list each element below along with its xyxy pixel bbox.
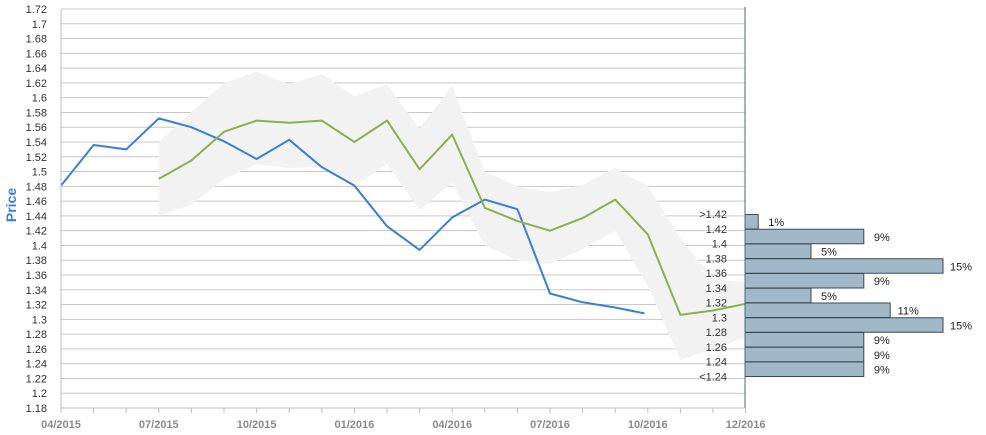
y-tick-label: 1.38	[26, 255, 47, 267]
y-tick-label: 1.26	[26, 344, 47, 356]
y-tick-label: 1.54	[26, 137, 47, 149]
x-tick-label: 04/2016	[432, 419, 472, 431]
y-tick-label: 1.66	[26, 48, 47, 60]
distribution-bar	[744, 317, 944, 333]
y-tick-label: 1.5	[32, 167, 47, 179]
y-tick-label: 1.56	[26, 122, 47, 134]
y-tick-label: 1.24	[26, 359, 47, 371]
distribution-percent-label: 1%	[768, 217, 784, 229]
distribution-percent-label: 9%	[874, 335, 890, 347]
x-tick-label: 10/2015	[237, 419, 277, 431]
distribution-bin-label: 1.26	[706, 342, 727, 354]
x-tick-label: 07/2016	[530, 419, 570, 431]
y-tick-label: 1.36	[26, 270, 47, 282]
y-tick-label: 1.3	[32, 314, 47, 326]
distribution-bar	[744, 332, 865, 348]
series-line-forecast	[158, 119, 746, 316]
confidence-band	[158, 71, 746, 361]
confidence-band-layer	[158, 71, 746, 361]
x-tick-label: 12/2016	[726, 419, 766, 431]
distribution-bar	[744, 273, 865, 289]
distribution-percent-label: 15%	[950, 320, 972, 332]
distribution-bin-label: 1.3	[712, 312, 727, 324]
distribution-bin-label: 1.24	[706, 357, 727, 369]
y-tick-label: 1.44	[26, 211, 47, 223]
axis-layer: 1.72 1.7 1.68 1.66 1.64 1.62 1.6 1.58 1.56 1.54 1.…	[26, 4, 766, 431]
series-line-actual	[60, 117, 645, 315]
distribution-bin-label: 1.34	[706, 283, 727, 295]
distribution-bin-label: >1.42	[699, 209, 727, 221]
y-tick-label: 1.22	[26, 373, 47, 385]
distribution-percent-label: 9%	[874, 365, 890, 377]
y-tick-label: 1.28	[26, 329, 47, 341]
x-tick-label: 07/2015	[139, 419, 179, 431]
x-tick-label: 10/2016	[628, 419, 668, 431]
distribution-percent-label: 11%	[898, 306, 919, 318]
distribution-bar	[744, 228, 865, 245]
distribution-bar	[744, 214, 759, 230]
distribution-bar	[744, 243, 812, 259]
distribution-bin-label: 1.32	[706, 298, 727, 310]
distribution-bar	[744, 302, 891, 318]
distribution-percent-label: 9%	[874, 232, 890, 244]
y-tick-label: 1.32	[26, 300, 47, 312]
distribution-bar	[744, 346, 865, 363]
distribution-layer: >1.42 1% 1.42 9% 1.4 5% 1.38 15% 1.36 9% 1.34 5% 1.3…	[699, 209, 972, 383]
x-tick-label: 01/2016	[335, 419, 375, 431]
y-tick-label: 1.18	[26, 403, 47, 415]
y-tick-label: 1.2	[32, 388, 47, 400]
y-tick-label: 1.58	[26, 107, 47, 119]
y-tick-label: 1.7	[32, 19, 47, 31]
distribution-percent-label: 5%	[821, 291, 837, 303]
y-tick-label: 1.62	[26, 78, 47, 90]
y-tick-label: 1.48	[26, 181, 47, 193]
distribution-bin-label: 1.36	[706, 268, 727, 280]
y-tick-label: 1.6	[32, 93, 47, 105]
y-tick-label: 1.46	[26, 196, 47, 208]
series-layer	[60, 117, 746, 316]
distribution-bin-label: 1.28	[706, 327, 727, 339]
distribution-bin-label: 1.4	[712, 239, 727, 251]
y-axis-title: Price	[3, 188, 19, 222]
y-tick-label: 1.34	[26, 285, 47, 297]
distribution-bar	[744, 361, 865, 377]
distribution-bar	[744, 258, 944, 274]
y-tick-label: 1.4	[32, 240, 47, 252]
distribution-bin-label: 1.42	[706, 224, 727, 236]
distribution-bar	[744, 287, 812, 304]
y-tick-label: 1.42	[26, 226, 47, 238]
y-tick-label: 1.68	[26, 34, 47, 46]
distribution-bin-label: 1.38	[706, 253, 727, 265]
x-tick-label: 04/2015	[41, 419, 81, 431]
distribution-percent-label: 5%	[821, 247, 837, 259]
distribution-percent-label: 15%	[950, 261, 972, 273]
distribution-bin-label: <1.24	[699, 371, 727, 383]
y-tick-label: 1.64	[26, 63, 47, 75]
y-tick-label: 1.72	[26, 4, 47, 16]
distribution-percent-label: 9%	[874, 350, 890, 362]
y-tick-label: 1.52	[26, 152, 47, 164]
distribution-percent-label: 9%	[874, 276, 890, 288]
